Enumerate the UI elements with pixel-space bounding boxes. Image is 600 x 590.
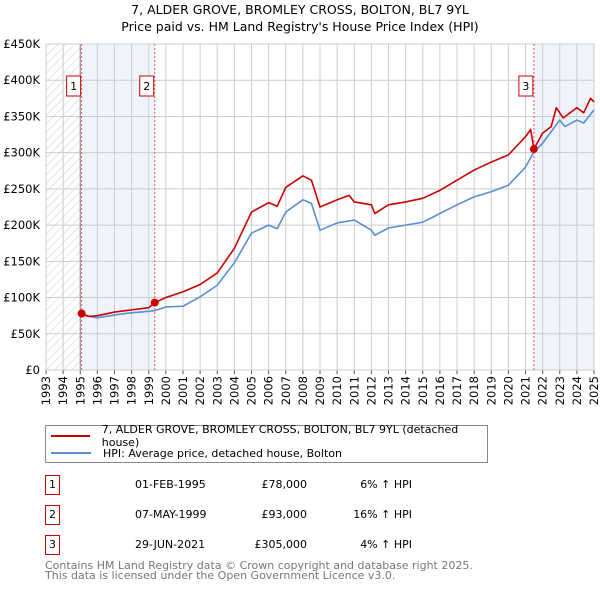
sale-label: 2: [143, 80, 150, 93]
x-tick-label: 2010: [330, 376, 344, 405]
x-tick-label: 2016: [433, 376, 447, 405]
x-tick-label: 2024: [570, 376, 584, 405]
x-tick-label: 2015: [416, 376, 430, 405]
sale-number: 1: [45, 475, 60, 495]
sale-label-box: [518, 75, 534, 97]
footer-line: Contains HM Land Registry data © Crown c…: [45, 559, 473, 572]
x-tick-label: 2012: [364, 376, 378, 405]
x-tick-label: 2006: [262, 376, 276, 405]
sale-label-box: [66, 75, 82, 97]
legend-swatch-red: [51, 435, 90, 437]
sale-point: [150, 298, 159, 307]
sale-label: 1: [70, 80, 77, 93]
x-tick-label: 2005: [245, 376, 259, 405]
sale-price: £78,000: [261, 478, 308, 491]
price-paid-line: [81, 97, 595, 318]
x-tick-label: 1999: [142, 376, 156, 405]
x-tick-label: 1998: [125, 376, 139, 405]
x-tick-label: 1996: [90, 376, 104, 405]
y-tick-label: £50K: [11, 327, 41, 341]
sale-row: 2 07-MAY-1999 £93,000 16% ↑ HPI: [45, 505, 412, 525]
x-tick-label: 1995: [73, 376, 87, 405]
y-tick-label: £350K: [3, 109, 40, 123]
x-tick-label: 1997: [108, 376, 122, 405]
y-tick-label: £300K: [3, 146, 40, 160]
footer: Contains HM Land Registry data © Crown c…: [45, 559, 473, 582]
plot-area: 1993 1994 1995 1996 1997 1998 1999 2000 2001 2002…: [3, 37, 600, 405]
sale-date: 29-JUN-2021: [135, 538, 206, 551]
x-tick-label: 2007: [279, 376, 293, 405]
x-tick-label: 2019: [484, 376, 498, 405]
y-tick-label: £150K: [3, 254, 40, 268]
x-tick-label: 1994: [56, 376, 70, 405]
x-tick-label: 2013: [382, 376, 396, 405]
sale-row: 1 01-FEB-1995 £78,000 6% ↑ HPI: [45, 475, 412, 495]
sale-label: 3: [522, 80, 529, 93]
shaded-region: [533, 44, 594, 370]
plot-border: [45, 43, 595, 371]
x-tick-label: 2004: [227, 376, 241, 405]
y-tick-label: £100K: [3, 291, 40, 305]
y-tick-label: £250K: [3, 182, 40, 196]
x-tick-label: 2001: [176, 376, 190, 405]
hpi-line: [81, 109, 595, 319]
sale-number: 2: [45, 505, 60, 525]
sale-hpi: 16% ↑ HPI: [353, 508, 412, 521]
sale-hpi: 4% ↑ HPI: [360, 538, 412, 551]
legend-swatch-blue: [51, 452, 91, 454]
sale-label-box: [139, 75, 155, 97]
x-tick-label: 2022: [536, 376, 550, 405]
y-tick-label: £400K: [3, 73, 40, 87]
x-tick-label: 2008: [296, 376, 310, 405]
x-tick-label: 2014: [399, 376, 413, 405]
y-tick-label: £200K: [3, 218, 40, 232]
sale-date: 01-FEB-1995: [135, 478, 206, 491]
x-tick-label: 2003: [210, 376, 224, 405]
legend-item-property: 7, ALDER GROVE, BROMLEY CROSS, BOLTON, B…: [46, 423, 487, 449]
footer-line: This data is licensed under the Open Gov…: [45, 569, 396, 582]
x-tick-label: 2011: [347, 376, 361, 405]
sale-number: 3: [45, 535, 60, 555]
x-tick-label: 2023: [553, 376, 567, 405]
x-tick-label: 1993: [39, 376, 53, 405]
sale-date: 07-MAY-1999: [135, 508, 207, 521]
legend: 7, ALDER GROVE, BROMLEY CROSS, BOLTON, B…: [45, 423, 488, 463]
legend-label: HPI: Average price, detached house, Bolt…: [103, 446, 342, 460]
chart-subtitle: Price paid vs. HM Land Registry's House …: [121, 19, 479, 34]
x-tick-label: 2018: [467, 376, 481, 405]
legend-label: 7, ALDER GROVE, BROMLEY CROSS, BOLTON, B…: [101, 423, 459, 449]
y-tick-label: £0: [25, 363, 40, 377]
x-tick-label: 2009: [313, 376, 327, 405]
sale-row: 3 29-JUN-2021 £305,000 4% ↑ HPI: [45, 535, 412, 555]
x-tick-label: 2025: [587, 376, 600, 405]
sale-point: [77, 309, 86, 318]
x-tick-label: 2021: [519, 376, 533, 405]
sale-hpi: 6% ↑ HPI: [360, 478, 412, 491]
x-tick-label: 2000: [159, 376, 173, 405]
sale-price: £305,000: [254, 538, 308, 551]
chart-title: 7, ALDER GROVE, BROMLEY CROSS, BOLTON, B…: [131, 2, 469, 17]
x-tick-label: 2002: [193, 376, 207, 405]
legend-item-hpi: HPI: Average price, detached house, Bolt…: [46, 445, 342, 461]
sale-price: £93,000: [261, 508, 308, 521]
x-tick-label: 2017: [450, 376, 464, 405]
y-tick-label: £450K: [3, 37, 40, 51]
sale-point: [529, 145, 538, 154]
x-tick-label: 2020: [501, 376, 515, 405]
